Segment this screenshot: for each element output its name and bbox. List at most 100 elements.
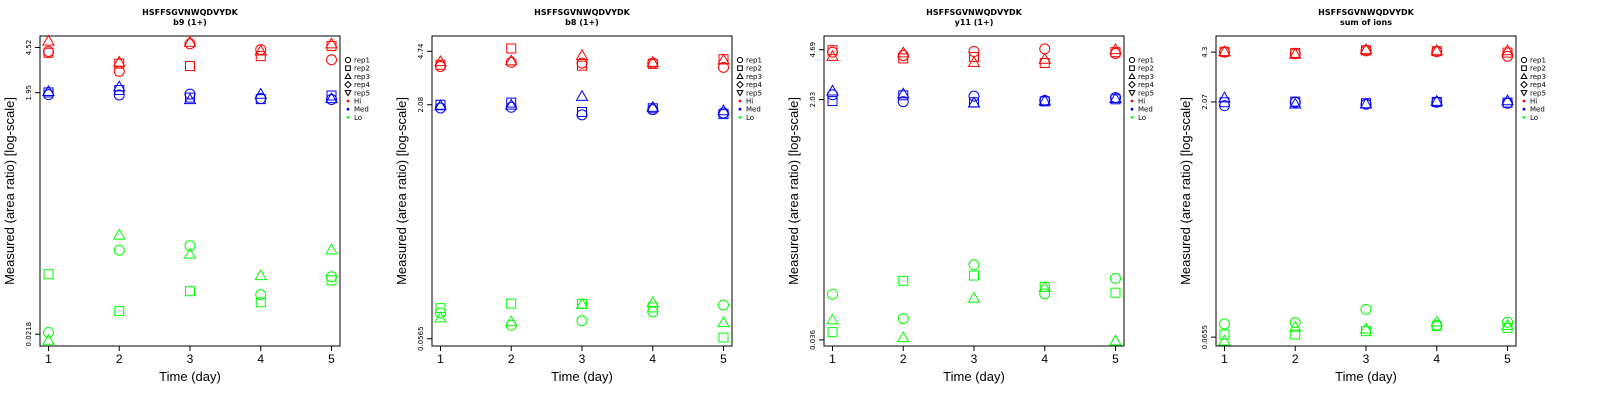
legend-dot-med [1522, 107, 1526, 111]
data-points [434, 43, 730, 343]
data-point-med-rep2 [506, 97, 517, 108]
data-point-hi-rep2 [506, 43, 517, 54]
legend-dot-med [1130, 107, 1134, 111]
data-points [826, 43, 1122, 346]
chart-title: HSFFSGVNWQDVYDK [1318, 8, 1414, 17]
legend-label-rep3: rep3 [354, 73, 370, 81]
data-point-med-rep2 [43, 87, 54, 98]
x-tick-label: 3 [1363, 352, 1370, 366]
y-tick-label: 0.0655 [1201, 325, 1209, 350]
chart-subtitle: b9 (1+) [173, 18, 207, 27]
data-point-hi-rep3 [42, 34, 55, 46]
legend-label-hi: Hi [746, 98, 753, 106]
x-axis-label: Time (day) [943, 369, 1005, 384]
legend-marker-rep4 [1520, 80, 1528, 89]
data-point-lo-rep1 [576, 315, 588, 327]
data-point-hi-rep1 [326, 54, 338, 66]
plot-frame [1215, 35, 1517, 347]
legend-marker-rep1 [1128, 56, 1136, 64]
data-point-med-rep2 [647, 103, 658, 114]
y-axis-label: Measured (area ratio) [log-scale] [1178, 97, 1193, 285]
x-tick-label: 5 [720, 352, 727, 366]
data-point-lo-rep3 [1359, 322, 1373, 334]
legend-marker-rep5 [1520, 90, 1528, 97]
data-point-lo-rep2 [43, 269, 54, 280]
data-point-lo-rep1 [897, 313, 909, 325]
data-point-lo-rep2 [506, 298, 517, 309]
x-tick-label: 4 [1433, 352, 1440, 366]
legend-label-hi: Hi [1530, 98, 1537, 106]
data-point-med-rep3 [1430, 94, 1444, 106]
data-point-lo-rep1 [718, 299, 730, 311]
legend-label-rep4: rep4 [354, 81, 370, 89]
data-point-med-rep2 [255, 94, 266, 105]
data-point-med-rep2 [1110, 94, 1121, 105]
data-point-hi-rep1 [897, 50, 909, 62]
data-point-med-rep3 [325, 92, 338, 104]
data-point-med-rep3 [646, 100, 660, 112]
legend-label-rep3: rep3 [1138, 73, 1154, 81]
data-point-lo-rep3 [646, 295, 660, 307]
chart-subtitle: b8 (1+) [565, 18, 599, 27]
legend-label-rep5: rep5 [746, 89, 762, 97]
x-tick-label: 1 [437, 352, 444, 366]
y-tick-label: 2.07 [1201, 94, 1209, 110]
data-point-med-rep2 [1039, 96, 1050, 107]
data-point-lo-rep3 [434, 311, 447, 323]
data-point-med-rep3 [967, 96, 981, 108]
data-point-hi-rep3 [325, 37, 338, 49]
legend-dot-hi [346, 99, 350, 103]
data-point-hi-rep2 [1361, 45, 1371, 56]
data-point-lo-rep1 [968, 259, 980, 271]
data-point-lo-rep3 [1501, 318, 1514, 330]
legend-marker-rep2 [345, 65, 351, 72]
data-point-hi-rep3 [717, 53, 730, 65]
data-point-lo-rep2 [185, 286, 195, 297]
data-point-med-rep1 [1110, 92, 1122, 104]
data-point-med-rep3 [717, 104, 730, 116]
legend-label-med: Med [354, 106, 369, 114]
legend-marker-rep4 [344, 80, 352, 89]
data-point-hi-rep3 [1038, 52, 1052, 64]
legend-marker-rep4 [736, 80, 744, 89]
data-point-lo-rep3 [112, 228, 126, 240]
data-point-lo-rep3 [1038, 280, 1052, 292]
data-point-hi-rep1 [1039, 43, 1051, 55]
data-point-med-rep3 [434, 99, 447, 111]
data-point-med-rep1 [897, 96, 909, 108]
data-point-hi-rep3 [254, 44, 268, 56]
data-point-lo-rep2 [1219, 329, 1230, 340]
legend-label-rep4: rep4 [746, 81, 762, 89]
legend-label-rep1: rep1 [1530, 57, 1546, 65]
legend-dot-lo [1130, 116, 1134, 119]
legend-marker-rep3 [736, 72, 744, 80]
legend-dot-lo [738, 116, 742, 119]
data-point-lo-rep1 [1360, 303, 1372, 315]
data-point-lo-rep3 [896, 330, 910, 343]
legend-marker-rep3 [1520, 72, 1528, 80]
data-point-lo-rep2 [718, 332, 729, 343]
legend-label-rep2: rep2 [1530, 65, 1546, 73]
data-point-hi-rep3 [575, 48, 589, 61]
data-point-med-rep2 [718, 109, 729, 120]
data-point-lo-rep2 [1290, 329, 1301, 340]
data-point-lo-rep3 [575, 297, 589, 309]
data-point-lo-rep1 [326, 271, 338, 283]
data-point-med-rep3 [826, 84, 839, 96]
y-axis-label: Measured (area ratio) [log-scale] [394, 97, 409, 285]
data-point-med-rep3 [1501, 94, 1514, 106]
y-tick-label: 4.52 [25, 40, 33, 56]
data-point-lo-rep1 [1289, 317, 1301, 329]
data-point-med-rep2 [827, 96, 838, 107]
x-tick-label: 5 [1112, 352, 1119, 366]
y-axis-label: Measured (area ratio) [log-scale] [786, 97, 801, 285]
y-tick-label: 2.08 [417, 97, 425, 113]
data-point-hi-rep3 [967, 55, 981, 67]
data-point-hi-rep3 [1109, 43, 1122, 55]
legend-label-hi: Hi [354, 98, 361, 106]
